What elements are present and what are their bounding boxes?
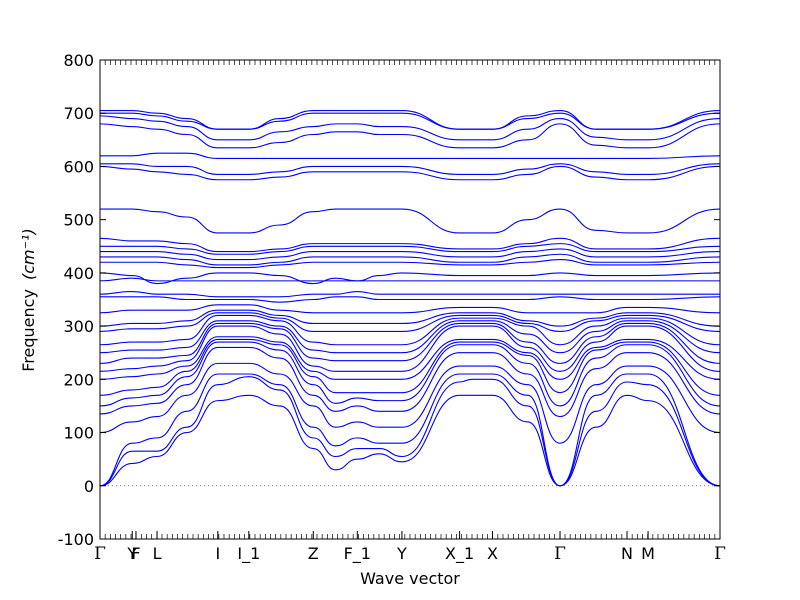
band-line-24: [99, 237, 721, 253]
x-tick-label: I_1: [237, 544, 260, 564]
band-line-10: [99, 322, 721, 364]
x-tick-label: Y: [126, 544, 137, 563]
band-line-6: [99, 341, 721, 407]
band-line-2: [99, 376, 721, 487]
y-tick-label: 700: [63, 104, 94, 123]
svg-text:Frequency (cm⁻¹): Frequency (cm⁻¹): [19, 228, 38, 371]
x-tick-label: Z: [308, 544, 319, 563]
y-tick-label: 800: [63, 51, 94, 70]
y-tick-label: 200: [63, 370, 94, 389]
band-line-16: [99, 296, 721, 303]
band-line-26: [99, 165, 721, 181]
x-tick-label: Y: [396, 544, 407, 563]
y-tick-label: 600: [63, 157, 94, 176]
band-line-20: [99, 259, 721, 269]
x-tick-label: N: [621, 544, 633, 563]
band-line-18: [99, 277, 720, 282]
x-tick-labels: Γ YF L I I_1 Z F_1 Y X_1 X Γ N M Γ: [94, 544, 726, 564]
band-line-21: [99, 253, 721, 266]
band-line-12: [99, 314, 721, 346]
band-line-8: [99, 336, 721, 380]
band-line-13: [99, 312, 721, 332]
y-tick-label: 100: [63, 424, 94, 443]
band-line-1: [99, 394, 721, 487]
band-line-27: [100, 163, 721, 175]
band-line-11: [99, 320, 721, 354]
band-line-23: [99, 243, 721, 255]
band-line-28: [100, 152, 721, 160]
band-line-17: [99, 290, 720, 298]
band-line-3: [99, 373, 721, 487]
y-tick-label: 500: [63, 211, 94, 230]
plot-area: [99, 110, 721, 487]
band-line-5: [99, 346, 721, 418]
y-tick-labels: -100 0 100 200 300 400 500 600 700 800: [58, 51, 94, 549]
band-line-29: [99, 123, 721, 149]
y-axis-unit: (cm⁻¹): [19, 228, 38, 280]
x-tick-label: Γ: [94, 544, 106, 564]
y-tick-label: 0: [84, 477, 94, 496]
x-tick-label: F_1: [344, 544, 371, 564]
x-tick-label: L: [153, 544, 162, 563]
band-line-25: [100, 208, 721, 234]
band-line-9: [99, 325, 721, 372]
y-tick-label: 400: [63, 264, 94, 283]
band-line-14: [99, 309, 721, 327]
x-tick-label: Γ: [714, 544, 726, 564]
y-axis-label-group: Frequency (cm⁻¹): [19, 228, 38, 371]
y-tick-label: 300: [63, 317, 94, 336]
x-tick-label: X_1: [445, 544, 474, 564]
band-line-32: [100, 110, 721, 130]
band-line-30: [99, 115, 721, 141]
band-line-15: [99, 304, 721, 314]
plot-frame: [99, 59, 721, 540]
x-tick-label: I: [215, 544, 220, 563]
band-line-19: [99, 272, 721, 285]
band-line-4: [99, 362, 721, 444]
x-axis-label: Wave vector: [360, 569, 460, 588]
x-tick-label: M: [641, 544, 655, 563]
x-tick-label: X: [487, 544, 498, 563]
x-tick-label: Γ: [554, 544, 566, 564]
band-line-22: [100, 248, 721, 261]
y-axis-label: Frequency: [19, 289, 38, 372]
y-tick-label: -100: [58, 530, 94, 549]
x-tick-label: F: [131, 544, 140, 563]
band-line-7: [99, 338, 721, 396]
